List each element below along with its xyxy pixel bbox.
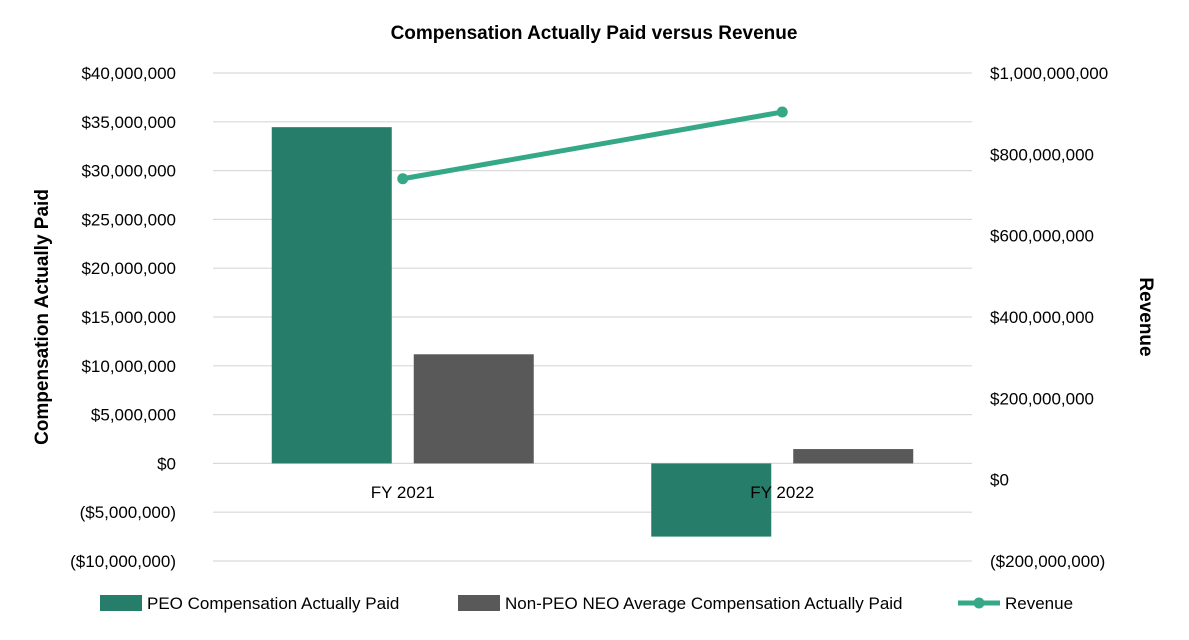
y-tick-label: $20,000,000 [81, 259, 176, 278]
x-tick-label: FY 2021 [371, 483, 435, 502]
y-tick-label: $30,000,000 [81, 162, 176, 181]
y-tick-label: $40,000,000 [81, 64, 176, 83]
legend-label: PEO Compensation Actually Paid [147, 594, 399, 613]
right-axis-ticks: ($200,000,000) $0 $200,000,000 $400,000,000… [990, 64, 1108, 571]
legend-swatch-0 [100, 595, 142, 611]
legend: PEO Compensation Actually Paid Non-PEO NE… [100, 594, 1073, 613]
y-tick-label: $15,000,000 [81, 308, 176, 327]
revenue-point-0 [397, 173, 409, 185]
y-tick-label: ($5,000,000) [80, 503, 176, 522]
y2-tick-label: ($200,000,000) [990, 552, 1105, 571]
left-axis-ticks: ($10,000,000) ($5,000,000) $0 $5,000,000 $10… [70, 64, 176, 571]
x-tick-label: FY 2022 [750, 483, 814, 502]
y2-axis-label: Revenue [1135, 277, 1156, 356]
legend-swatch-1 [458, 595, 500, 611]
revenue-line [397, 106, 788, 185]
y2-tick-label: $600,000,000 [990, 227, 1094, 246]
chart-title: Compensation Actually Paid versus Revenu… [391, 23, 798, 44]
y2-tick-label: $0 [990, 471, 1009, 490]
y-axis-label: Compensation Actually Paid [32, 189, 53, 445]
bar-peo-1 [651, 463, 772, 537]
y2-tick-label: $200,000,000 [990, 389, 1094, 408]
y-tick-label: $10,000,000 [81, 357, 176, 376]
bar-non-peo-0 [413, 354, 534, 464]
bar-non-peo-1 [793, 449, 914, 464]
legend-label: Revenue [1005, 594, 1073, 613]
revenue-line-path [402, 109, 783, 182]
y2-tick-label: $1,000,000,000 [990, 64, 1108, 83]
x-axis-ticks: FY 2021 FY 2022 [371, 483, 814, 502]
y2-tick-label: $400,000,000 [990, 308, 1094, 327]
y2-tick-label: $800,000,000 [990, 145, 1094, 164]
y-tick-label: $5,000,000 [91, 406, 176, 425]
y-tick-label: $0 [157, 454, 176, 473]
y-tick-label: $35,000,000 [81, 113, 176, 132]
legend-label: Non-PEO NEO Average Compensation Actuall… [505, 594, 903, 613]
y-tick-label: $25,000,000 [81, 210, 176, 229]
bars [271, 127, 914, 537]
bar-peo-0 [271, 127, 392, 464]
legend-marker-icon [973, 597, 985, 609]
revenue-point-1 [776, 106, 788, 118]
y-tick-label: ($10,000,000) [70, 552, 176, 571]
